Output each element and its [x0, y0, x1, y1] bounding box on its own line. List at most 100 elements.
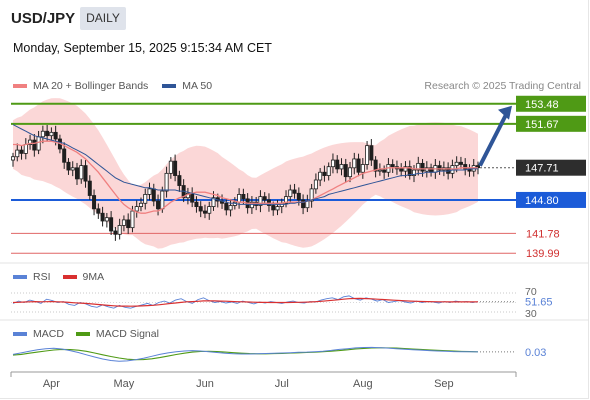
candle-body-76 — [335, 159, 340, 170]
candle-body-4 — [28, 139, 33, 145]
last-price-tag — [516, 159, 586, 176]
level-label-153.48: 153.48 — [525, 99, 559, 111]
candle-body-91 — [399, 168, 404, 172]
rsi-swatch — [13, 275, 27, 279]
candle-body-35 — [160, 190, 165, 210]
rsi-ma-line — [12, 297, 479, 307]
macd-legend: MACD MACD Signal — [13, 328, 159, 340]
price-legend: MA 20 + Bollinger Bands MA 50 — [13, 80, 212, 92]
legend-macd: MACD — [33, 328, 64, 340]
candle-body-50 — [224, 202, 229, 211]
candle-body-23 — [109, 217, 114, 232]
candle-body-85 — [373, 159, 378, 172]
rsi-level-label-30: 30 — [525, 308, 537, 320]
macd-panel: 0.03 — [12, 346, 546, 362]
candle-body-8 — [45, 130, 50, 137]
legend-ma50: MA 50 — [182, 80, 213, 92]
candle-body-64 — [284, 196, 289, 204]
candle-body-33 — [151, 188, 156, 202]
candle-body-18 — [87, 180, 92, 196]
level-label-141.78: 141.78 — [526, 228, 560, 240]
candle-body-46 — [207, 206, 212, 214]
candle-body-54 — [241, 194, 246, 200]
candle-body-104 — [454, 161, 459, 166]
price-panel: 153.48 151.67 144.80 141.78 139.99 147.71 — [10, 95, 586, 260]
candle-body-100 — [437, 165, 442, 171]
candle-body-38 — [173, 160, 178, 176]
timestamp: Monday, September 15, 2025 9:15:34 AM CE… — [13, 41, 272, 55]
candle-body-43 — [194, 201, 199, 207]
candle-body-10 — [53, 131, 58, 140]
candle-body-72 — [318, 171, 323, 181]
candle-body-66 — [292, 189, 297, 194]
candle-body-29 — [134, 206, 139, 212]
last-price-label: 147.71 — [525, 163, 559, 175]
candle-body-84 — [369, 145, 374, 161]
candle-body-22 — [104, 217, 109, 222]
candle-body-3 — [23, 144, 28, 154]
candle-body-71 — [313, 179, 318, 190]
candle-body-30 — [138, 202, 143, 207]
level-tag-153.48 — [516, 95, 586, 112]
candle-body-77 — [339, 164, 344, 170]
level-tag-151.67 — [516, 115, 586, 132]
macd-last-label: 0.03 — [525, 347, 546, 359]
level-label-144.80: 144.80 — [525, 195, 559, 207]
candle-body-47 — [211, 197, 216, 207]
candle-body-73 — [322, 171, 327, 176]
candle-body-32 — [147, 188, 152, 195]
x-tick-May: May — [114, 378, 135, 390]
candle-body-24 — [113, 230, 118, 235]
x-tick-Sep: Sep — [434, 378, 454, 390]
candle-body-106 — [463, 164, 468, 170]
candle-body-9 — [49, 131, 54, 137]
candle-body-27 — [126, 219, 131, 229]
candle-body-0 — [10, 156, 15, 161]
time-axis: Apr May Jun Jul Aug Sep — [0, 262, 589, 390]
ma20-swatch — [13, 84, 27, 88]
candle-body-51 — [228, 205, 233, 211]
candle-body-93 — [407, 166, 412, 176]
candle-body-74 — [326, 166, 331, 176]
candle-body-80 — [352, 158, 357, 169]
candle-body-65 — [288, 189, 293, 198]
symbol-title: USD/JPY — [11, 10, 76, 27]
forecast-arrow-shaft — [478, 111, 509, 167]
candle-body-87 — [382, 169, 387, 173]
macd-line — [12, 346, 479, 362]
candle-body-83 — [365, 145, 370, 165]
legend-macd-signal: MACD Signal — [95, 328, 159, 340]
candle-body-5 — [32, 139, 37, 151]
rsi-last-label: 51.65 — [525, 297, 553, 309]
rsi-ma-swatch — [62, 275, 77, 279]
legend-ma20: MA 20 + Bollinger Bands — [33, 80, 149, 92]
candle-body-20 — [96, 208, 101, 214]
candle-body-82 — [360, 164, 365, 173]
candle-body-44 — [198, 206, 203, 212]
ma50-swatch — [162, 84, 177, 88]
candle-body-13 — [66, 161, 71, 171]
x-tick-Aug: Aug — [353, 378, 373, 390]
candle-body-86 — [377, 169, 382, 172]
candle-body-37 — [168, 160, 173, 174]
timeframe-badge[interactable]: DAILY — [80, 7, 126, 30]
level-tag-144.80 — [516, 191, 586, 208]
candle-body-45 — [202, 210, 207, 214]
candle-body-14 — [70, 167, 75, 171]
candle-body-95 — [416, 162, 421, 171]
candle-body-78 — [343, 164, 348, 178]
candle-body-34 — [156, 200, 161, 210]
candle-body-81 — [356, 158, 361, 173]
candle-body-61 — [271, 205, 276, 211]
candle-body-67 — [296, 192, 301, 201]
forecast-arrow-head — [498, 105, 512, 120]
candle-body-6 — [36, 136, 41, 151]
bollinger-band — [13, 98, 478, 249]
candle-body-105 — [458, 161, 463, 165]
candle-body-70 — [309, 188, 314, 202]
level-label-139.99: 139.99 — [526, 248, 560, 260]
ma50-line — [12, 124, 478, 205]
